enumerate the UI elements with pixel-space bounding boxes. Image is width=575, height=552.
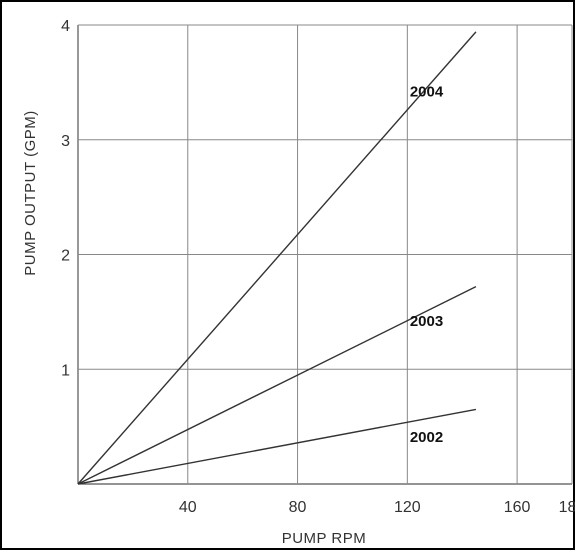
y-tick-label-1: 1: [61, 362, 70, 379]
x-axis-title: PUMP RPM: [282, 530, 367, 547]
x-tick-label-80: 80: [289, 499, 307, 516]
series-line-2003: [77, 286, 477, 485]
y-axis-title: PUMP OUTPUT (GPM): [22, 110, 39, 275]
x-tick-label-40: 40: [179, 499, 197, 516]
series-label-2002: 2002: [410, 429, 443, 446]
x-tick-label-180: 180: [559, 499, 575, 516]
y-tick-label-2: 2: [61, 248, 70, 265]
series-layer: [77, 31, 477, 485]
series-label-2003: 2003: [410, 313, 443, 330]
x-tick-label-120: 120: [394, 499, 421, 516]
series-label-2004: 2004: [410, 84, 444, 101]
series-label-layer: 2004 2003 2002: [410, 84, 444, 446]
y-tick-label-4: 4: [61, 18, 70, 35]
tick-layer: 40 80 120 160 180 1 2 3 4: [61, 18, 575, 516]
grid-layer: [77, 24, 573, 485]
y-tick-label-3: 3: [61, 133, 70, 150]
series-line-2004: [77, 31, 477, 485]
series-line-2002: [77, 408, 477, 485]
x-tick-label-160: 160: [504, 499, 531, 516]
